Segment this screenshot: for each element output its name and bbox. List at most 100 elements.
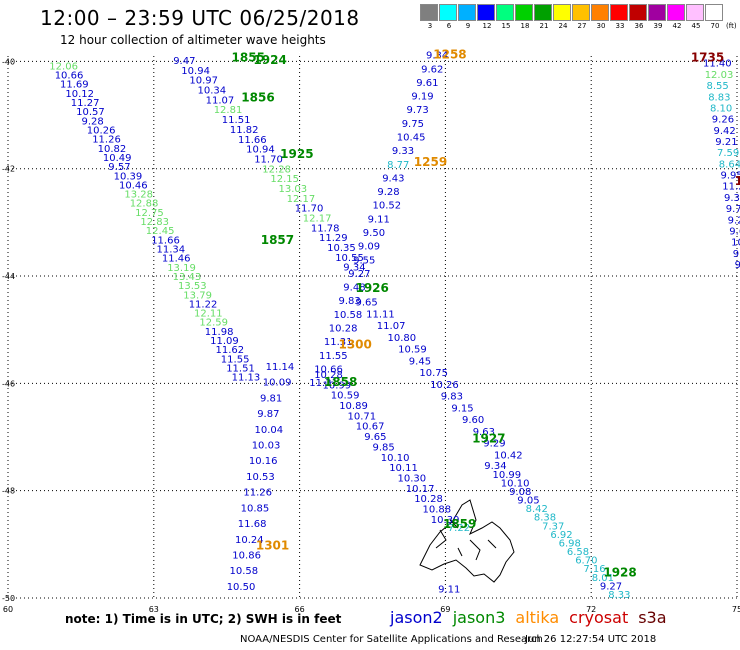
wave-height-value: 11.51 <box>226 364 255 375</box>
wave-height-value: 12.15 <box>270 174 299 185</box>
wave-height-value: 11.26 <box>92 135 121 146</box>
wave-height-value: 10.5 <box>731 238 740 249</box>
wave-height-value: 13.28 <box>124 190 153 201</box>
wave-height-value: 11.70 <box>295 204 324 215</box>
pass-time-label: 1855 <box>232 50 265 64</box>
wave-height-value: 10.35 <box>327 243 356 254</box>
scale-swatch <box>534 4 552 21</box>
pass-time-label: 1925 <box>280 147 313 161</box>
wave-height-value: 6.98 <box>559 539 581 550</box>
wave-height-value: 11.66 <box>238 135 267 146</box>
wave-height-value: 10.71 <box>348 411 377 422</box>
wave-height-value: 10.85 <box>241 503 270 514</box>
scale-swatch <box>629 4 647 21</box>
wave-height-value: 11.34 <box>157 245 186 256</box>
wave-height-value: 9.81 <box>260 393 282 404</box>
wave-height-value: 9.34 <box>343 263 365 274</box>
wave-height-value: 9.7 <box>733 249 740 260</box>
wave-height-value: 8.83 <box>708 92 730 103</box>
wave-height-value: 9.61 <box>416 78 438 89</box>
pass-time-label: 1858 <box>324 375 357 389</box>
wave-height-value: 11.62 <box>216 345 245 356</box>
time-labels: 1855 1856 1857 1858 1859 1924 1925 1926 1927 1928… <box>232 48 740 580</box>
wave-height-value: 10.28 <box>414 494 443 505</box>
wave-height-value: 11.07 <box>206 95 235 106</box>
wave-height-value: 12.17 <box>287 194 316 205</box>
wave-height-value: 10.26 <box>87 126 116 137</box>
wave-height-value: 12.28 <box>262 164 291 175</box>
pass-time-label: 1856 <box>241 91 274 105</box>
wave-height-value: 10.55 <box>335 253 364 264</box>
wave-height-value: 8.01 <box>592 573 614 584</box>
wave-height-value: 13.79 <box>183 290 212 301</box>
wave-height-value: 10.09 <box>263 378 292 389</box>
wave-height-value: 11.68 <box>238 519 267 530</box>
wave-height-value: 10.50 <box>227 582 256 593</box>
wave-height-value: 9.50 <box>363 228 385 239</box>
wave-height-value: 11.31 <box>324 337 353 348</box>
wave-height-value: 9.28 <box>377 187 399 198</box>
wave-height-value: 9.21 <box>715 137 737 148</box>
scale-swatch <box>439 4 457 21</box>
wave-height-value: 10.49 <box>103 153 132 164</box>
wave-height-value: 9.62 <box>421 64 443 75</box>
wave-height-value: 9.27 <box>348 269 370 280</box>
wave-height-value: 9.20 <box>728 215 740 226</box>
wave-height-value: 13.53 <box>178 281 207 292</box>
scale-swatch <box>458 4 476 21</box>
wave-height-value: 7.59 <box>717 148 739 159</box>
wave-height-value: 11.55 <box>221 354 250 365</box>
x-tick-label: 69 <box>440 605 450 614</box>
scale-label: 36 <box>634 22 644 30</box>
wave-height-value: 10.53 <box>246 472 275 483</box>
wave-height-value: 10.58 <box>334 310 363 321</box>
wave-height-value: 12.11 <box>194 309 223 320</box>
pass-time-label: 1928 <box>603 566 636 580</box>
satellite-tracks: 12.0610.6611.6910.1211.2710.579.2810.261… <box>49 51 740 601</box>
wave-height-value: 9.11 <box>438 585 460 596</box>
wave-height-value: 9.73 <box>407 105 429 116</box>
wave-height-value: 9.26 <box>712 115 734 126</box>
wave-height-value: 10.12 <box>65 89 94 100</box>
wave-height-value: 12.83 <box>140 217 169 228</box>
wave-height-value: 10.24 <box>235 535 264 546</box>
y-tick-label: -44 <box>2 272 15 281</box>
scale-unit: (ft) <box>726 22 737 30</box>
wave-height-value: 9.29 <box>483 439 505 450</box>
wave-height-value: 10.30 <box>398 474 427 485</box>
legend-jason2: jason2 <box>390 608 443 627</box>
wave-height-value: 10.28 <box>329 324 358 335</box>
footnote: note: 1) Time is in UTC; 2) SWH is in fe… <box>65 612 342 626</box>
wave-height-value: 10.99 <box>323 380 352 391</box>
wave-height-value: 8.10 <box>710 104 732 115</box>
wave-height-value: 10.03 <box>252 441 281 452</box>
wave-height-value: 9.15 <box>451 403 473 414</box>
wave-height-value: 11.14 <box>266 362 295 373</box>
wave-height-value: 10.89 <box>339 401 368 412</box>
wave-height-value: 10.82 <box>98 144 127 155</box>
wave-height-value: 10.97 <box>189 76 218 87</box>
wave-height-value: 9.95 <box>721 171 740 182</box>
wave-height-value: 11.66 <box>151 235 180 246</box>
wave-height-value: 10.10 <box>501 478 530 489</box>
y-tick-label: -48 <box>2 487 15 496</box>
pass-time-label: 1926 <box>355 281 388 295</box>
wave-height-value: 10.80 <box>388 333 417 344</box>
wave-height-value: 12.06 <box>49 61 78 72</box>
wave-height-value: 10.57 <box>76 107 105 118</box>
wave-height-value: 11.22 <box>189 299 218 310</box>
wave-height-value: 11.22 <box>722 182 740 193</box>
wave-height-value: 11.78 <box>311 223 340 234</box>
pass-time-label: 1258 <box>433 48 466 62</box>
wave-height-value: 10.34 <box>198 86 227 97</box>
legend-s3a: s3a <box>638 608 667 627</box>
x-tick-label: 75 <box>732 605 740 614</box>
scale-swatch <box>705 4 723 21</box>
satellite-legend: jason2 jason3 altika cryosat s3a <box>390 608 677 627</box>
wave-height-value: 10.11 <box>389 463 418 474</box>
wave-height-value: 12.17 <box>303 214 332 225</box>
scale-label: 70 <box>710 22 720 30</box>
wave-height-value: 9.34 <box>426 51 448 62</box>
credit-source: NOAA/NESDIS Center for Satellite Applica… <box>240 634 543 645</box>
wave-height-value: 9.09 <box>358 242 380 253</box>
